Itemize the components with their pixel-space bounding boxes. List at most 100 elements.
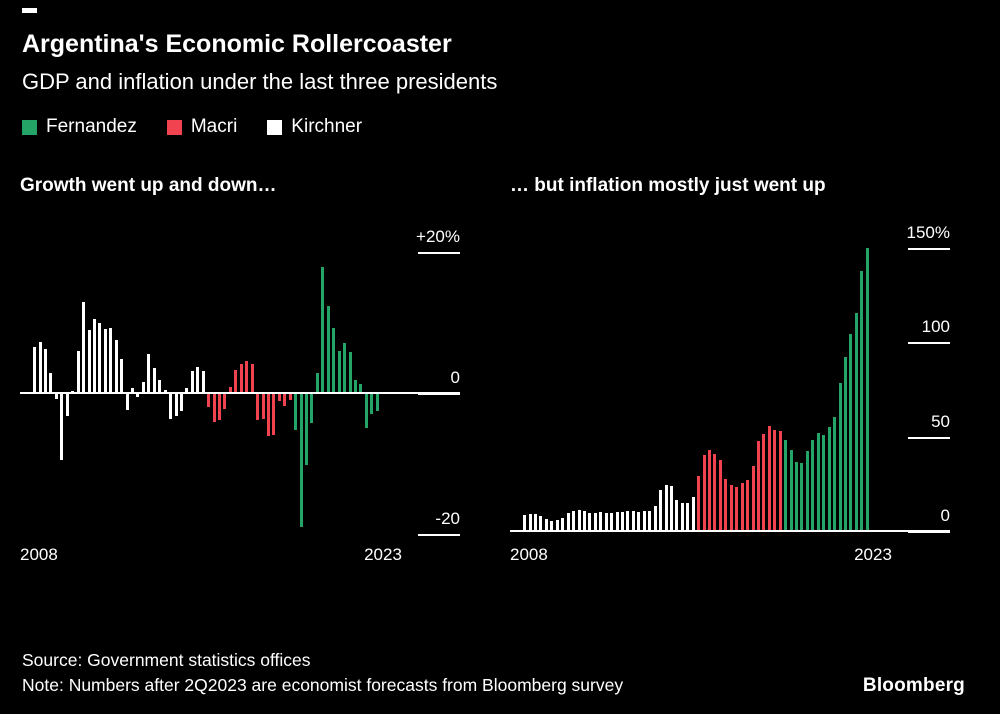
bar	[740, 483, 744, 532]
bar	[87, 329, 91, 394]
bar	[631, 511, 635, 532]
bar	[604, 513, 608, 532]
bar	[582, 510, 586, 532]
bar	[141, 381, 145, 394]
bar	[566, 512, 570, 532]
bar	[201, 370, 205, 394]
bar	[805, 450, 809, 532]
bar	[746, 479, 750, 532]
bar	[795, 461, 799, 532]
bar	[669, 485, 673, 532]
bar	[675, 499, 679, 532]
bar	[854, 312, 858, 532]
gdp-x-end-label: 2023	[364, 545, 402, 564]
legend-item-fernandez: Fernandez	[22, 116, 137, 138]
bar	[76, 350, 80, 394]
bar	[125, 393, 129, 411]
bar	[642, 511, 646, 532]
bar	[697, 476, 701, 532]
bar	[33, 347, 37, 394]
bar	[163, 390, 167, 394]
legend-swatch-macri	[166, 119, 182, 135]
bar	[38, 342, 42, 394]
y-tick-line	[908, 248, 950, 250]
bar	[843, 356, 847, 532]
bar	[114, 340, 118, 394]
y-tick-label: -20	[435, 509, 460, 529]
y-tick-label: 150%	[906, 223, 950, 242]
top-left-mark	[22, 8, 37, 13]
bar	[103, 329, 107, 394]
y-tick-label: +20%	[416, 227, 460, 247]
bar	[136, 393, 140, 397]
bar	[364, 393, 368, 428]
inflation-chart: … but inflation mostly just went up 150%…	[510, 175, 950, 567]
bar	[234, 369, 238, 394]
bar	[228, 386, 232, 394]
bar	[353, 379, 357, 394]
bar	[735, 487, 739, 532]
bar	[44, 349, 48, 394]
y-tick-label: 0	[450, 368, 460, 388]
legend-item-kirchner: Kirchner	[267, 116, 362, 138]
bar	[860, 270, 864, 532]
bar	[865, 247, 869, 532]
bar	[713, 453, 717, 532]
legend-swatch-kirchner	[267, 119, 283, 135]
gdp-growth-chart: Growth went up and down… +20% 0 -20 2008 2…	[20, 175, 460, 567]
y-tick-line	[908, 436, 950, 439]
bar	[577, 510, 581, 532]
bar	[120, 359, 124, 394]
gdp-growth-plot: +20% 0 -20	[20, 217, 460, 539]
bar	[827, 427, 831, 532]
y-tick-line	[908, 342, 950, 345]
bar	[724, 479, 728, 532]
bar	[147, 354, 151, 394]
bar	[343, 343, 347, 394]
bar	[653, 505, 657, 532]
bar	[375, 393, 379, 411]
bar	[822, 435, 826, 532]
bar	[283, 393, 287, 406]
charts-row: Growth went up and down… +20% 0 -20 2008 2…	[20, 175, 950, 567]
bar	[196, 367, 200, 394]
bar	[272, 393, 276, 435]
y-tick-label: 0	[940, 506, 950, 526]
bar	[169, 393, 173, 419]
zero-axis-line	[510, 530, 950, 533]
zero-axis-line	[20, 392, 460, 395]
bar	[239, 363, 243, 394]
bar	[572, 511, 576, 532]
y-tick-line	[418, 393, 460, 396]
bar	[534, 514, 538, 532]
bar	[223, 393, 227, 409]
bar	[789, 450, 793, 532]
bar	[784, 439, 788, 532]
bar	[65, 393, 69, 416]
bar	[54, 393, 58, 399]
bar	[370, 393, 374, 415]
legend-label-fernandez: Fernandez	[46, 116, 137, 137]
legend-label-macri: Macri	[190, 116, 238, 137]
inflation-x-start-label: 2008	[510, 545, 548, 564]
bar	[615, 512, 619, 532]
bar	[539, 515, 543, 532]
bar	[310, 393, 314, 424]
page-subtitle: GDP and inflation under the last three p…	[22, 69, 498, 94]
gdp-chart-title: Growth went up and down…	[20, 175, 277, 196]
gdp-bars	[33, 217, 381, 539]
bar	[811, 439, 815, 532]
bar	[98, 323, 102, 394]
bar	[82, 301, 86, 394]
bar	[691, 497, 695, 532]
y-tick-label: 50	[931, 411, 950, 431]
bar	[626, 511, 630, 532]
bar	[729, 485, 733, 532]
bar	[261, 393, 265, 420]
y-tick-line	[418, 252, 460, 255]
bar	[321, 267, 325, 394]
bar	[250, 364, 254, 394]
inflation-x-end-label: 2023	[854, 545, 892, 564]
inflation-plot: 150% 100 50 0	[510, 217, 950, 539]
